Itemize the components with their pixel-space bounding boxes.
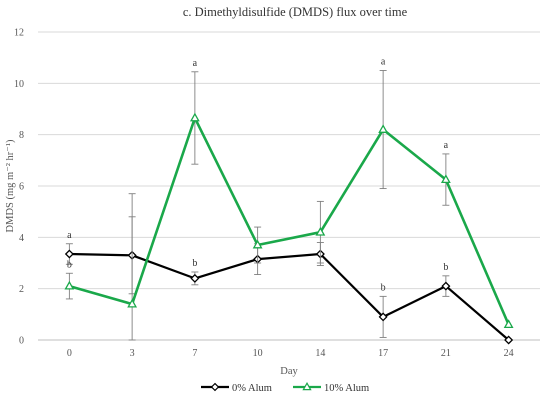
y-tick-label: 12: [14, 28, 24, 39]
y-tick-label: 6: [19, 182, 24, 193]
x-tick-label: 0: [67, 348, 72, 359]
x-tick-label: 7: [192, 348, 197, 359]
x-tick-label: 10: [253, 348, 263, 359]
y-tick-label: 4: [19, 233, 24, 244]
y-tick-label: 2: [19, 284, 24, 295]
legend-marker: [302, 381, 312, 391]
significance-label: b: [381, 282, 386, 293]
data-point: [64, 280, 75, 290]
series-0-alum: a b b b: [64, 216, 514, 345]
series-layer: a b b b b a a a: [64, 57, 514, 345]
data-point: [190, 273, 200, 283]
x-tick-label: 24: [504, 348, 514, 359]
data-point: [440, 174, 451, 184]
legend-item: 0% Alum: [201, 382, 272, 394]
x-axis-label: Day: [280, 366, 298, 377]
grid-lines: [38, 31, 540, 341]
series-line: [69, 116, 510, 326]
data-point: [503, 319, 514, 329]
legend-marker: [210, 382, 220, 392]
x-tick-label: 3: [130, 348, 135, 359]
y-tick-label: 8: [19, 130, 24, 141]
legend: 0% Alum 10% Alum: [201, 381, 369, 394]
data-point: [64, 249, 74, 259]
x-tick-label: 21: [441, 348, 451, 359]
data-point: [378, 312, 388, 322]
legend-item: 10% Alum: [293, 381, 369, 394]
significance-label: b: [443, 262, 448, 273]
x-tick-label: 14: [315, 348, 325, 359]
data-point: [504, 335, 514, 345]
data-point: [441, 281, 451, 291]
series-line: [69, 252, 510, 341]
x-tick-label: 17: [378, 348, 388, 359]
legend-label: 0% Alum: [232, 383, 272, 394]
y-tick-label: 0: [19, 336, 24, 347]
data-point: [189, 112, 200, 122]
data-point: [315, 226, 326, 236]
y-tick-label: 10: [14, 79, 24, 90]
significance-label: a: [444, 140, 449, 151]
y-axis-label: DMDS (mg m⁻² hr⁻¹): [5, 139, 16, 232]
legend-label: 10% Alum: [324, 383, 369, 394]
significance-label: a: [381, 57, 386, 68]
data-point: [127, 298, 138, 308]
significance-label: a: [193, 58, 198, 69]
x-axis-ticks: 0 3 7 10 14 17 21 24: [67, 348, 514, 359]
significance-label: b: [67, 259, 72, 270]
data-point: [378, 124, 389, 133]
chart-title: c. Dimethyldisulfide (DMDS) flux over ti…: [183, 5, 408, 19]
significance-label: a: [67, 230, 72, 241]
significance-label: b: [192, 258, 197, 269]
y-axis-ticks: 0 2 4 6 8 10 12: [14, 28, 24, 347]
series-10-alum: b a a a: [64, 57, 514, 341]
data-point: [252, 239, 263, 249]
